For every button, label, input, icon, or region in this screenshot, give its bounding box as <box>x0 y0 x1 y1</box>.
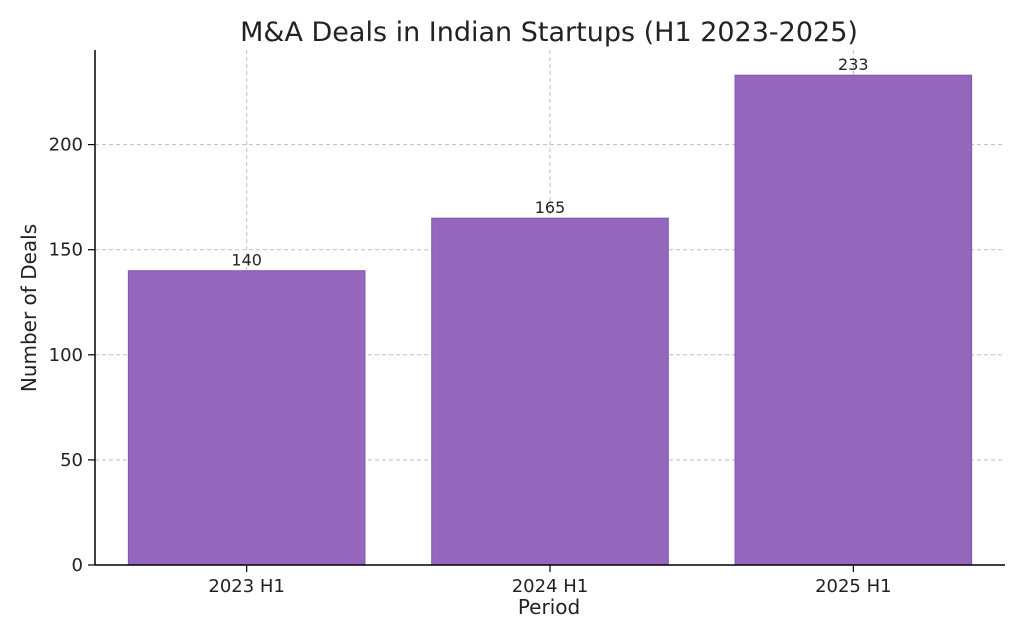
label-layer: 0 50 100 150 200 140 2023 H1 165 2024 H1 233 2025 … <box>49 55 892 597</box>
y-tick-label: 0 <box>72 555 83 576</box>
axis-layer <box>88 50 1005 572</box>
x-axis-title: Period <box>518 595 580 619</box>
y-tick-label: 50 <box>60 450 83 471</box>
y-axis-title: Number of Deals <box>17 224 41 392</box>
bar-2023-h1 <box>127 270 366 566</box>
y-tick-label: 200 <box>49 135 83 156</box>
data-label: 233 <box>838 55 869 74</box>
bar-2025-h1 <box>734 74 973 566</box>
chart-title: M&A Deals in Indian Startups (H1 2023-20… <box>240 17 858 48</box>
data-label: 165 <box>535 198 566 217</box>
x-tick-label: 2024 H1 <box>512 576 589 597</box>
x-tick-label: 2023 H1 <box>208 576 285 597</box>
y-tick-label: 100 <box>49 345 83 366</box>
bar-2024-h1 <box>431 217 669 566</box>
y-tick-label: 150 <box>49 240 83 261</box>
bar-layer <box>127 74 973 566</box>
data-label: 140 <box>231 251 262 270</box>
x-tick-label: 2025 H1 <box>815 576 892 597</box>
